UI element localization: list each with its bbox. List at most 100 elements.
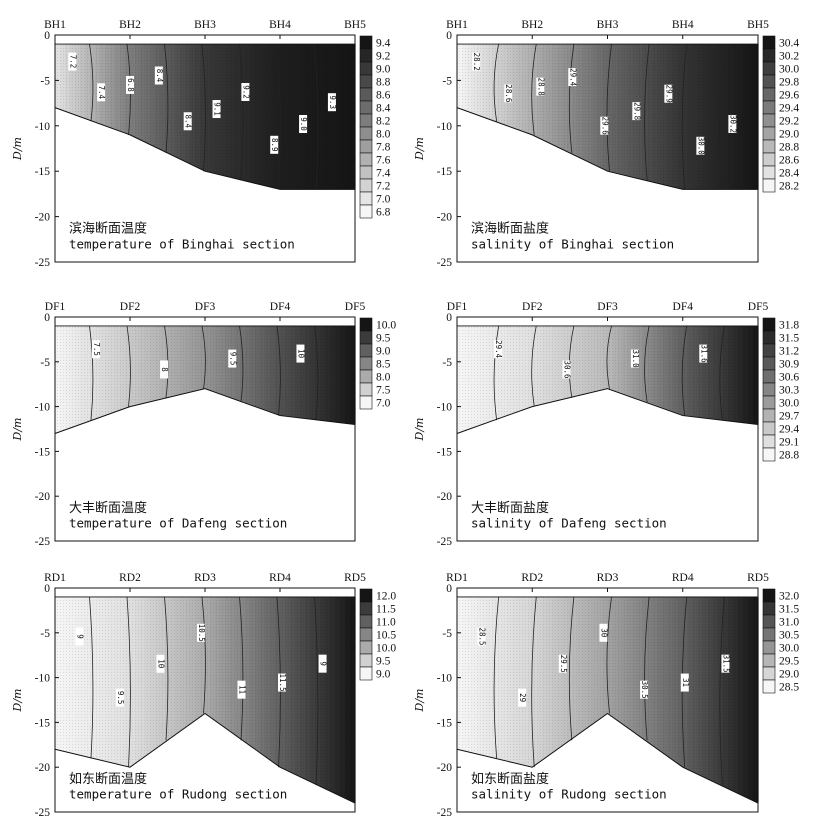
colorbar-tick-label: 7.4 bbox=[376, 168, 391, 180]
colorbar-cell bbox=[359, 343, 373, 358]
station-label: DF2 bbox=[522, 301, 543, 313]
station-label: BH1 bbox=[446, 19, 468, 31]
seafloor-line bbox=[54, 388, 356, 434]
contour-label: 8.4 bbox=[184, 114, 193, 128]
y-tick-label: -5 bbox=[442, 75, 452, 87]
colorbar-tick-label: 7.0 bbox=[376, 194, 391, 206]
contour-line bbox=[126, 325, 131, 407]
contour-label-bg bbox=[91, 340, 100, 359]
seafloor-line bbox=[54, 712, 356, 804]
contour-label: 31 bbox=[681, 678, 690, 687]
contour-line bbox=[644, 44, 650, 181]
colorbar-cell bbox=[762, 588, 776, 603]
panel-dafeng-temperature: 7.5 8 9.5 10 DF1 DF2 DF3 DF4 DF5 0 -5 -10 -15 -20 -25 D… bbox=[11, 301, 396, 548]
station-label: DF2 bbox=[120, 301, 141, 313]
y-tick-label: 0 bbox=[44, 583, 50, 595]
contour-label: 28.6 bbox=[504, 84, 513, 103]
colorbar-cell bbox=[762, 421, 776, 436]
contour-line bbox=[719, 44, 725, 190]
colorbar-tick-label: 29.4 bbox=[779, 103, 799, 115]
colorbar-cell bbox=[359, 113, 373, 128]
colorbar-cell bbox=[762, 165, 776, 180]
colorbar-tick-label: 7.5 bbox=[376, 385, 391, 397]
colorbar-cell bbox=[762, 100, 776, 115]
colorbar-tick-label: 28.8 bbox=[779, 142, 799, 154]
contour-line bbox=[644, 325, 650, 403]
y-tick-label: -15 bbox=[35, 717, 51, 729]
caption-en: temperature of Rudong section bbox=[69, 787, 287, 802]
colorbar-cell bbox=[359, 48, 373, 63]
colorbar-tick-label: 30.0 bbox=[779, 398, 799, 410]
contour-label: 7.2 bbox=[68, 55, 77, 69]
y-tick-label: -25 bbox=[35, 807, 51, 819]
station-label: BH1 bbox=[44, 19, 66, 31]
colorbar-tick-label: 9.0 bbox=[376, 669, 391, 681]
caption-cn: 滨海断面温度 bbox=[69, 220, 147, 236]
contour-label: 28.2 bbox=[472, 53, 481, 71]
contour-label-bg bbox=[68, 52, 77, 71]
y-tick-label: 0 bbox=[446, 583, 452, 595]
contour-line bbox=[681, 44, 688, 190]
y-tick-label: -20 bbox=[35, 212, 51, 224]
contour-line bbox=[493, 43, 500, 122]
colorbar-tick-label: 9.0 bbox=[376, 64, 391, 76]
colorbar-cell bbox=[762, 601, 776, 616]
colorbar-tick-label: 8.6 bbox=[376, 90, 391, 102]
colorbar-cell bbox=[762, 408, 776, 423]
colorbar-cell bbox=[359, 178, 373, 193]
station-label: RD4 bbox=[672, 572, 694, 584]
colorbar-cell bbox=[359, 204, 373, 219]
contour-label: 8.4 bbox=[155, 69, 164, 83]
colorbar-cell bbox=[359, 100, 373, 115]
station-label: BH3 bbox=[194, 19, 216, 31]
colorbar-cell bbox=[762, 330, 776, 345]
colorbar-tick-label: 28.2 bbox=[779, 181, 799, 193]
colorbar-cell bbox=[762, 87, 776, 102]
y-tick-label: -15 bbox=[35, 446, 51, 458]
contour-label-bg bbox=[126, 75, 134, 94]
contour-label: 8.9 bbox=[270, 138, 279, 152]
contour-label: 9.1 bbox=[213, 102, 222, 116]
colorbar-tick-label: 29.6 bbox=[779, 90, 799, 102]
station-label: RD3 bbox=[194, 572, 216, 584]
station-label: RD2 bbox=[119, 572, 141, 584]
station-label: RD2 bbox=[521, 572, 543, 584]
y-axis-label: D/m bbox=[413, 137, 426, 161]
contour-label-bg bbox=[183, 112, 192, 131]
colorbar-cell bbox=[762, 178, 776, 193]
contour-line bbox=[531, 44, 537, 135]
colorbar-tick-label: 10.0 bbox=[376, 320, 396, 332]
colorbar-cell bbox=[359, 395, 373, 410]
contour-label-bg bbox=[696, 136, 705, 155]
contour-label: 30 bbox=[599, 628, 608, 638]
colorbar-cell bbox=[359, 126, 373, 141]
contour-line bbox=[606, 325, 612, 389]
contour-label: 6.8 bbox=[126, 78, 135, 92]
seafloor-line bbox=[456, 388, 759, 434]
contour-label: 10.5 bbox=[197, 624, 206, 642]
colorbar-tick-label: 30.2 bbox=[779, 51, 799, 63]
colorbar-tick-label: 31.8 bbox=[779, 320, 799, 332]
contour-label-bg bbox=[721, 654, 730, 673]
contour-label: 30.6 bbox=[562, 360, 571, 379]
contour-line bbox=[239, 44, 244, 181]
contour-label-bg bbox=[115, 688, 124, 707]
colorbar-cell bbox=[359, 588, 373, 603]
contour-label-bg bbox=[599, 623, 608, 642]
contour-label: 29.8 bbox=[632, 102, 641, 121]
colorbar-tick-label: 11.0 bbox=[376, 617, 396, 629]
colorbar-tick-label: 30.9 bbox=[779, 359, 799, 371]
colorbar-cell bbox=[762, 627, 776, 642]
colorbar-tick-label: 12.0 bbox=[376, 591, 396, 603]
contour-label-bg bbox=[504, 84, 513, 103]
contour-line bbox=[568, 44, 575, 154]
station-label: DF3 bbox=[195, 301, 216, 313]
colorbar-cell bbox=[762, 679, 776, 694]
caption-cn: 滨海断面盐度 bbox=[471, 220, 549, 236]
contour-line bbox=[201, 325, 206, 389]
colorbar-cell bbox=[359, 382, 373, 397]
contour-label-bg bbox=[562, 360, 571, 379]
colorbar-tick-label: 31.2 bbox=[779, 346, 799, 358]
colorbar-cell bbox=[762, 434, 776, 449]
y-tick-label: -5 bbox=[40, 628, 50, 640]
